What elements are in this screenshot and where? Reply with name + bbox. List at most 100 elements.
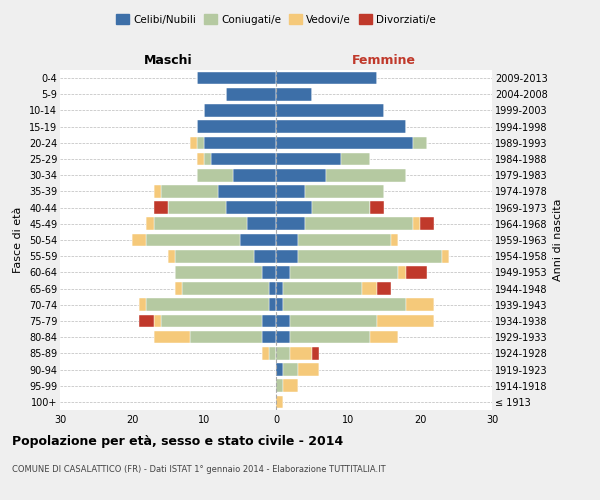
- Text: Maschi: Maschi: [143, 54, 193, 68]
- Bar: [262, 314, 276, 328]
- Bar: [146, 298, 269, 311]
- Bar: [226, 88, 276, 101]
- Bar: [197, 136, 204, 149]
- Text: COMUNE DI CASALATTICO (FR) - Dati ISTAT 1° gennaio 2014 - Elaborazione TUTTITALI: COMUNE DI CASALATTICO (FR) - Dati ISTAT …: [12, 465, 386, 474]
- Bar: [406, 266, 427, 278]
- Bar: [276, 314, 290, 328]
- Bar: [161, 185, 218, 198]
- Bar: [269, 298, 276, 311]
- Bar: [276, 347, 290, 360]
- Bar: [312, 347, 319, 360]
- Bar: [254, 250, 276, 262]
- Bar: [276, 104, 384, 117]
- Bar: [370, 331, 398, 344]
- Bar: [197, 169, 233, 181]
- Bar: [182, 282, 269, 295]
- Y-axis label: Anni di nascita: Anni di nascita: [553, 198, 563, 281]
- Bar: [276, 363, 283, 376]
- Bar: [233, 169, 276, 181]
- Bar: [204, 104, 276, 117]
- Bar: [298, 234, 391, 246]
- Bar: [312, 202, 370, 214]
- Bar: [204, 152, 211, 166]
- Text: Popolazione per età, sesso e stato civile - 2014: Popolazione per età, sesso e stato civil…: [12, 435, 343, 448]
- Bar: [413, 136, 427, 149]
- Bar: [442, 250, 449, 262]
- Bar: [154, 314, 161, 328]
- Bar: [413, 218, 420, 230]
- Bar: [197, 120, 276, 133]
- Bar: [290, 347, 312, 360]
- Bar: [290, 266, 398, 278]
- Bar: [276, 136, 413, 149]
- Bar: [154, 331, 190, 344]
- Bar: [262, 331, 276, 344]
- Bar: [168, 202, 226, 214]
- Bar: [283, 282, 362, 295]
- Bar: [398, 266, 406, 278]
- Bar: [175, 250, 254, 262]
- Bar: [283, 298, 406, 311]
- Bar: [154, 185, 161, 198]
- Bar: [276, 185, 305, 198]
- Bar: [204, 136, 276, 149]
- Bar: [154, 202, 168, 214]
- Bar: [298, 363, 319, 376]
- Bar: [262, 347, 269, 360]
- Bar: [276, 218, 305, 230]
- Bar: [276, 120, 406, 133]
- Bar: [326, 169, 406, 181]
- Bar: [211, 152, 276, 166]
- Bar: [377, 282, 391, 295]
- Bar: [276, 298, 283, 311]
- Bar: [276, 380, 283, 392]
- Bar: [240, 234, 276, 246]
- Bar: [139, 298, 146, 311]
- Bar: [226, 202, 276, 214]
- Bar: [370, 202, 384, 214]
- Bar: [420, 218, 434, 230]
- Bar: [269, 347, 276, 360]
- Bar: [190, 136, 197, 149]
- Y-axis label: Fasce di età: Fasce di età: [13, 207, 23, 273]
- Bar: [146, 218, 154, 230]
- Bar: [305, 185, 384, 198]
- Bar: [175, 282, 182, 295]
- Bar: [276, 72, 377, 85]
- Bar: [391, 234, 398, 246]
- Bar: [175, 266, 262, 278]
- Bar: [218, 185, 276, 198]
- Bar: [406, 298, 434, 311]
- Bar: [290, 314, 377, 328]
- Bar: [269, 282, 276, 295]
- Bar: [132, 234, 146, 246]
- Bar: [276, 202, 312, 214]
- Bar: [276, 396, 283, 408]
- Bar: [262, 266, 276, 278]
- Bar: [276, 282, 283, 295]
- Bar: [197, 152, 204, 166]
- Bar: [168, 250, 175, 262]
- Bar: [305, 218, 413, 230]
- Bar: [276, 152, 341, 166]
- Bar: [341, 152, 370, 166]
- Bar: [276, 88, 312, 101]
- Bar: [276, 234, 298, 246]
- Bar: [276, 266, 290, 278]
- Text: Femmine: Femmine: [352, 54, 416, 68]
- Legend: Celibi/Nubili, Coniugati/e, Vedovi/e, Divorziati/e: Celibi/Nubili, Coniugati/e, Vedovi/e, Di…: [112, 10, 440, 29]
- Bar: [298, 250, 442, 262]
- Bar: [247, 218, 276, 230]
- Bar: [276, 331, 290, 344]
- Bar: [161, 314, 262, 328]
- Bar: [154, 218, 247, 230]
- Bar: [362, 282, 377, 295]
- Bar: [276, 250, 298, 262]
- Bar: [139, 314, 154, 328]
- Bar: [146, 234, 240, 246]
- Bar: [290, 331, 370, 344]
- Bar: [377, 314, 434, 328]
- Bar: [197, 72, 276, 85]
- Bar: [190, 331, 262, 344]
- Bar: [283, 363, 298, 376]
